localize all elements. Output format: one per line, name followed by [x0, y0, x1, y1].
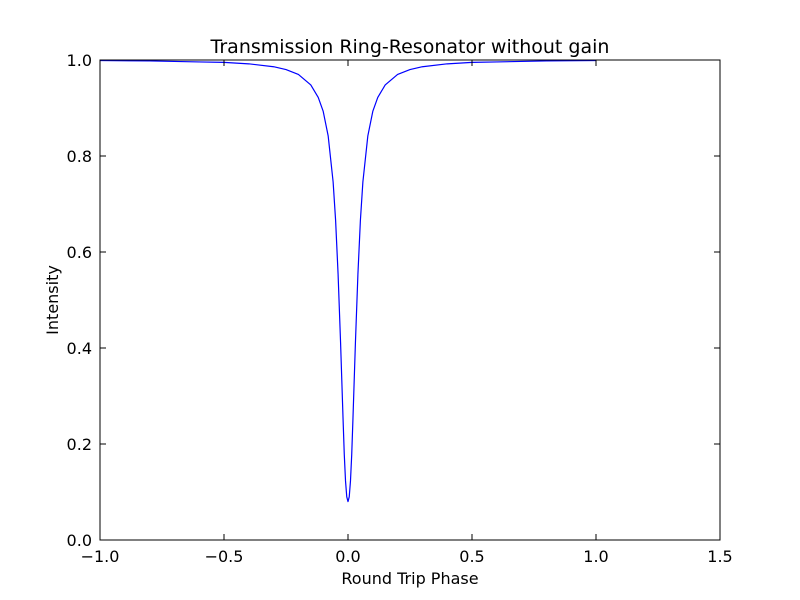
x-tick-label: 1.5 — [707, 547, 732, 566]
x-tick-label: 1.0 — [583, 547, 608, 566]
plot-frame — [99, 59, 721, 541]
y-tick-label: 0.0 — [67, 531, 92, 550]
x-axis: −1.0 −0.5 0.0 0.5 1.0 1.5 — [81, 60, 733, 566]
series-line-1 — [99, 59, 597, 503]
y-axis: 0.0 0.2 0.4 0.6 0.8 1.0 — [67, 51, 720, 550]
y-tick-label: 0.8 — [67, 147, 92, 166]
x-tick-label: 0.0 — [335, 547, 360, 566]
x-tick-label: −0.5 — [205, 547, 244, 566]
x-tick-label: 0.5 — [459, 547, 484, 566]
y-tick-label: 0.6 — [67, 243, 92, 262]
y-tick-label: 1.0 — [67, 51, 92, 70]
y-axis-label: Intensity — [43, 265, 62, 335]
y-tick-label: 0.2 — [67, 435, 92, 454]
chart-title: Transmission Ring-Resonator without gain — [210, 36, 610, 58]
x-tick-label: −1.0 — [81, 547, 120, 566]
x-axis-label: Round Trip Phase — [341, 569, 478, 588]
y-tick-label: 0.4 — [67, 339, 92, 358]
